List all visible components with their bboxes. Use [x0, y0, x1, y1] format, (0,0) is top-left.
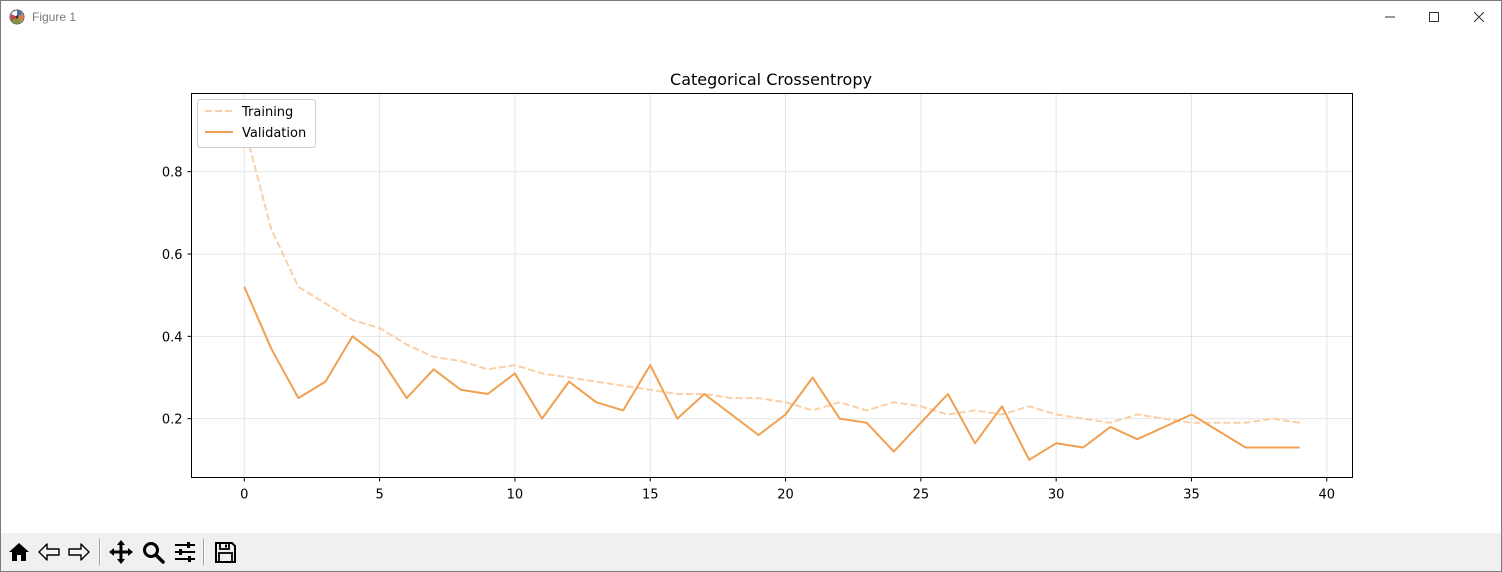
y-tick-label: 0.2: [162, 413, 183, 428]
legend: Training Validation: [197, 99, 316, 148]
save-button[interactable]: [210, 537, 240, 567]
configure-subplots-button[interactable]: [170, 537, 200, 567]
x-tick-label: 30: [1048, 488, 1065, 503]
chart-title: Categorical Crossentropy: [670, 70, 872, 89]
pan-button[interactable]: [106, 537, 136, 567]
title-bar[interactable]: Figure 1: [1, 1, 1501, 33]
close-button[interactable]: [1456, 1, 1501, 33]
minimize-button[interactable]: [1367, 1, 1413, 33]
window-title: Figure 1: [32, 10, 77, 24]
x-tick-label: 25: [913, 488, 930, 503]
toolbar-separator: [99, 539, 101, 565]
magnifier-icon: [143, 542, 165, 564]
legend-label-validation: Validation: [242, 126, 306, 141]
axes-frame: [191, 93, 1353, 478]
maximize-icon: [1429, 12, 1439, 22]
back-button[interactable]: [34, 537, 64, 567]
y-tick-label: 0.6: [162, 248, 183, 263]
floppy-disk-icon: [215, 542, 236, 563]
zoom-button[interactable]: [138, 537, 168, 567]
legend-label-training: Training: [241, 105, 293, 120]
matplotlib-logo-icon: [9, 9, 25, 25]
line-chart: Categorical Crossentropy 0 5 10 15 20 25 30 35 4…: [162, 70, 1353, 503]
toolbar-separator: [203, 539, 205, 565]
forward-button[interactable]: [64, 537, 94, 567]
y-tick-label: 0.4: [162, 330, 183, 345]
x-tick-label: 40: [1319, 488, 1336, 503]
series-line-validation: [243, 286, 1300, 461]
plot-canvas[interactable]: Categorical Crossentropy 0 5 10 15 20 25 30 35 4…: [1, 33, 1501, 533]
home-button[interactable]: [4, 537, 34, 567]
arrow-right-icon: [68, 543, 90, 561]
home-icon: [9, 543, 29, 561]
series-line-training: [243, 126, 1300, 424]
x-tick-label: 5: [375, 488, 383, 503]
x-tick-label: 0: [240, 488, 248, 503]
move-icon: [109, 540, 133, 564]
navigation-toolbar: [1, 533, 1501, 571]
maximize-button[interactable]: [1411, 1, 1457, 33]
x-tick-label: 15: [642, 488, 659, 503]
x-tick-label: 10: [507, 488, 524, 503]
y-tick-label: 0.8: [162, 166, 183, 181]
close-icon: [1474, 12, 1484, 22]
x-tick-label: 35: [1183, 488, 1200, 503]
sliders-icon: [175, 542, 195, 562]
minimize-icon: [1385, 16, 1395, 18]
arrow-left-icon: [38, 543, 60, 561]
x-tick-label: 20: [777, 488, 794, 503]
